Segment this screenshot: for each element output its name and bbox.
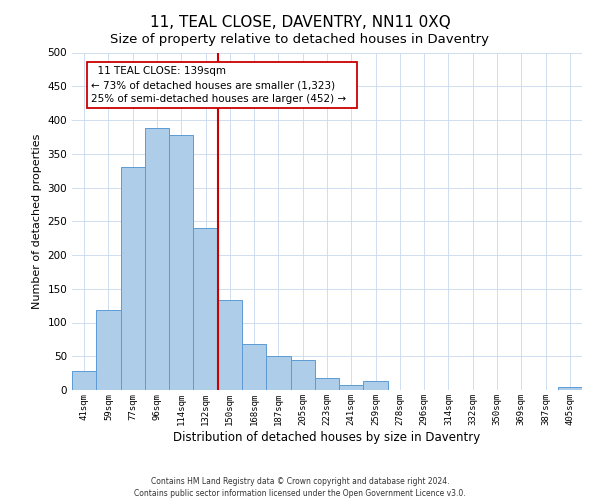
Bar [121,167,145,390]
Bar [169,135,193,390]
Bar [266,356,290,390]
Y-axis label: Number of detached properties: Number of detached properties [32,134,42,309]
Text: Size of property relative to detached houses in Daventry: Size of property relative to detached ho… [110,32,490,46]
Bar [96,310,121,390]
Bar [72,371,96,390]
Text: 11, TEAL CLOSE, DAVENTRY, NN11 0XQ: 11, TEAL CLOSE, DAVENTRY, NN11 0XQ [149,15,451,30]
Bar [290,360,315,390]
Bar [364,381,388,390]
Bar [218,300,242,390]
Bar [339,386,364,390]
Bar [558,386,582,390]
X-axis label: Distribution of detached houses by size in Daventry: Distribution of detached houses by size … [173,430,481,444]
Bar [193,228,218,390]
Bar [315,378,339,390]
Text: 11 TEAL CLOSE: 139sqm
← 73% of detached houses are smaller (1,323)
25% of semi-d: 11 TEAL CLOSE: 139sqm ← 73% of detached … [91,66,353,104]
Bar [242,344,266,390]
Text: Contains HM Land Registry data © Crown copyright and database right 2024.
Contai: Contains HM Land Registry data © Crown c… [134,476,466,498]
Bar [145,128,169,390]
